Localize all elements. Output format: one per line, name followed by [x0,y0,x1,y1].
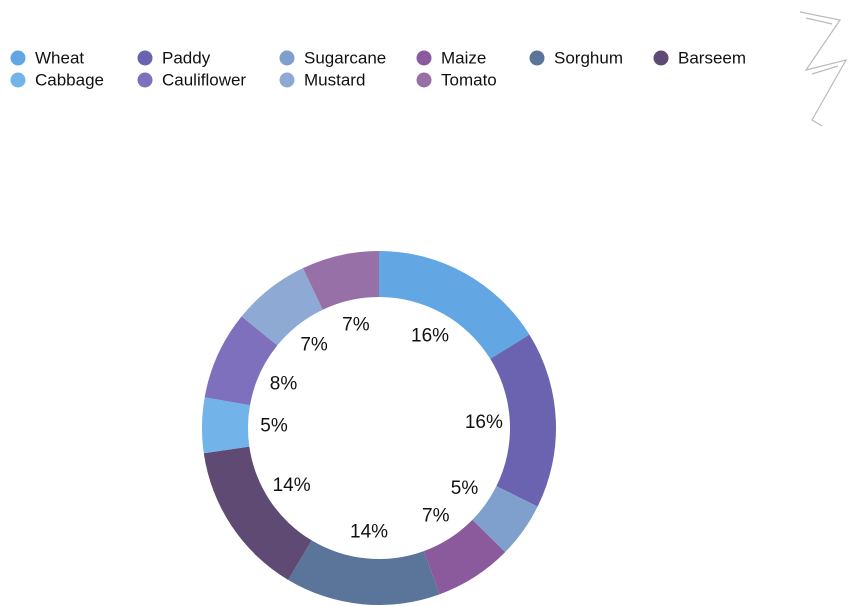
data-label: 5% [260,415,288,436]
legend-swatch [653,50,669,66]
legend-label: Barseem [678,48,746,67]
data-label: 14% [350,522,388,543]
legend-swatch [416,50,432,66]
data-label: 14% [273,475,311,496]
legend-label: Sugarcane [304,48,386,67]
data-label: 16% [465,412,503,433]
donut-slice [490,334,556,507]
donut-slice [204,316,278,406]
legend-swatch [279,72,295,88]
legend-swatch [10,50,26,66]
donut-slice [423,519,506,595]
legend-label: Tomato [441,70,497,89]
data-label: 8% [270,373,298,394]
data-label: 16% [411,325,449,346]
legend-swatch [416,72,432,88]
legend-label: Cauliflower [162,70,246,89]
donut-slice [472,486,538,553]
data-label: 7% [342,315,370,336]
legend-swatch [279,50,295,66]
legend-label: Cabbage [35,70,104,89]
donut-slice [302,251,379,310]
legend-swatch [137,50,153,66]
logo [799,11,848,127]
legend-label: Mustard [304,70,365,89]
legend-label: Sorghum [554,48,623,67]
legend-label: Wheat [35,48,84,67]
legend-swatch [137,72,153,88]
data-label: 5% [451,478,479,499]
data-label: 7% [422,505,450,526]
donut-slice [201,397,250,454]
legend-label: Paddy [162,48,211,67]
legend-swatch [10,72,26,88]
donut-slice [241,268,323,346]
donut-slice [379,251,530,359]
donut-slice [203,446,312,580]
legend-swatch [529,50,545,66]
legend-label: Maize [441,48,486,67]
donut-slice [288,540,440,606]
data-label: 7% [300,334,328,355]
